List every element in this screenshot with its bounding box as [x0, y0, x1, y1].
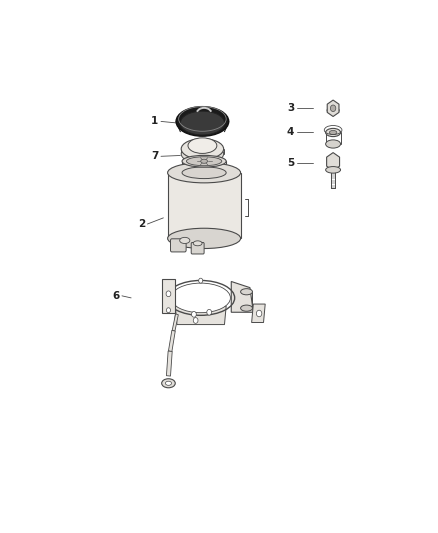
- Circle shape: [199, 278, 203, 283]
- Ellipse shape: [171, 283, 230, 313]
- Text: 2: 2: [138, 219, 145, 229]
- Ellipse shape: [168, 163, 240, 183]
- Ellipse shape: [325, 166, 341, 173]
- Text: 7: 7: [151, 151, 159, 161]
- Polygon shape: [169, 330, 175, 352]
- Ellipse shape: [180, 237, 190, 244]
- Circle shape: [256, 310, 262, 317]
- Text: 3: 3: [287, 103, 294, 114]
- Ellipse shape: [329, 131, 337, 134]
- Ellipse shape: [168, 228, 240, 248]
- Ellipse shape: [187, 157, 222, 166]
- Polygon shape: [166, 351, 172, 376]
- Ellipse shape: [240, 289, 252, 295]
- Text: 5: 5: [287, 158, 294, 168]
- Ellipse shape: [327, 107, 339, 114]
- Ellipse shape: [201, 159, 208, 163]
- Text: 1: 1: [151, 116, 159, 126]
- Ellipse shape: [325, 140, 341, 148]
- Polygon shape: [172, 314, 178, 331]
- FancyBboxPatch shape: [191, 243, 204, 254]
- Ellipse shape: [166, 381, 172, 385]
- Polygon shape: [251, 304, 265, 322]
- Ellipse shape: [193, 241, 202, 246]
- Circle shape: [191, 311, 196, 317]
- FancyBboxPatch shape: [170, 239, 186, 252]
- Circle shape: [193, 318, 198, 324]
- Circle shape: [166, 291, 171, 297]
- Circle shape: [166, 308, 170, 313]
- Ellipse shape: [240, 305, 252, 311]
- Ellipse shape: [162, 379, 175, 388]
- Polygon shape: [327, 100, 339, 117]
- Polygon shape: [231, 281, 253, 312]
- Polygon shape: [162, 279, 175, 313]
- Ellipse shape: [180, 111, 225, 135]
- Ellipse shape: [182, 155, 226, 167]
- Ellipse shape: [325, 128, 341, 136]
- Circle shape: [330, 105, 336, 111]
- Text: 6: 6: [112, 291, 120, 301]
- Polygon shape: [168, 173, 240, 238]
- Ellipse shape: [176, 107, 229, 136]
- Ellipse shape: [188, 138, 217, 154]
- Ellipse shape: [182, 167, 226, 179]
- Text: 4: 4: [287, 127, 294, 138]
- Polygon shape: [175, 306, 226, 325]
- Ellipse shape: [181, 144, 224, 164]
- Ellipse shape: [181, 139, 224, 159]
- Polygon shape: [327, 152, 339, 171]
- Circle shape: [207, 309, 212, 315]
